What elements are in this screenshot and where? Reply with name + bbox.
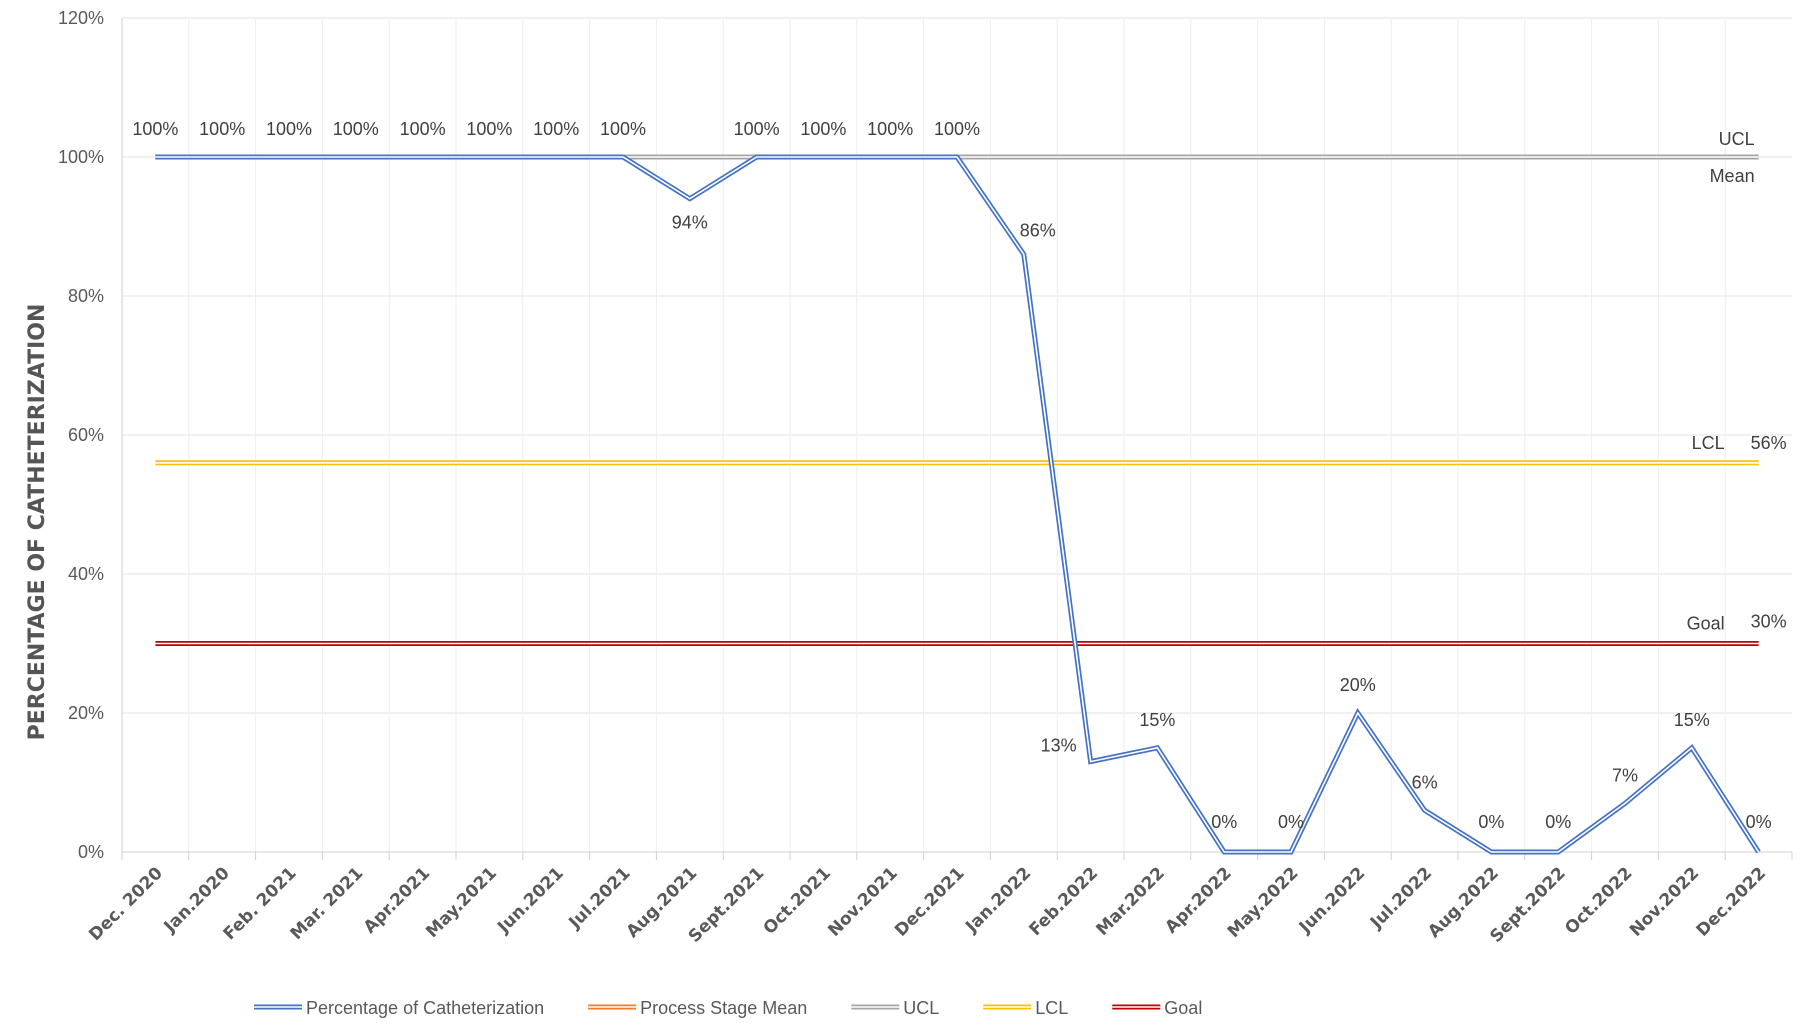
data-label: 13% [1041, 736, 1077, 756]
x-tick-label: Jun.2021 [493, 863, 567, 937]
data-label: 100% [333, 119, 379, 139]
legend-label: Percentage of Catheterization [306, 998, 544, 1018]
data-label: 100% [132, 119, 178, 139]
data-label: 0% [1278, 812, 1304, 832]
mean-label: Mean [1710, 166, 1755, 186]
legend-label: UCL [903, 998, 939, 1018]
goal-value-label: 30% [1751, 612, 1787, 632]
data-label: 0% [1545, 812, 1571, 832]
data-label: 94% [672, 213, 708, 233]
lcl-value-label: 56% [1751, 433, 1787, 453]
x-tick-label: Jun.2022 [1295, 863, 1369, 937]
series-percentage-of-catheterization [155, 154, 1761, 855]
x-tick-label: Jul.2021 [565, 863, 635, 933]
y-tick-label: 100% [58, 147, 104, 167]
legend-label: Goal [1164, 998, 1202, 1018]
data-label: 100% [199, 119, 245, 139]
x-tick-label: Nov.2021 [824, 863, 901, 940]
data-label: 100% [400, 119, 446, 139]
data-label: 100% [800, 119, 846, 139]
legend-item-process-stage-mean[interactable]: Process Stage Mean [588, 998, 807, 1018]
y-tick-label: 80% [68, 286, 104, 306]
x-tick-label: Dec. 2020 [85, 863, 167, 945]
x-tick-label: Dec.2021 [891, 863, 968, 940]
goal-label: Goal [1687, 614, 1725, 634]
series-layer [155, 154, 1761, 855]
data-label: 100% [934, 119, 980, 139]
x-tick-label: Jan.2022 [961, 863, 1035, 937]
axis-layer: 0%20%40%60%80%100%120%Dec. 2020Jan.2020F… [58, 8, 1793, 947]
x-tick-label: Dec.2022 [1693, 863, 1770, 940]
y-axis-title: PERCENTAGE OF CATHETERIZATION [25, 304, 50, 741]
x-tick-label: Jul.2022 [1366, 863, 1436, 933]
legend-label: LCL [1035, 998, 1068, 1018]
data-label: 7% [1612, 765, 1638, 785]
x-tick-label: Oct.2022 [1561, 863, 1636, 938]
y-tick-label: 0% [78, 842, 104, 862]
legend-item-ucl[interactable]: UCL [851, 998, 939, 1018]
y-tick-label: 60% [68, 425, 104, 445]
data-label: 100% [466, 119, 512, 139]
y-tick-label: 40% [68, 564, 104, 584]
x-tick-label: Feb.2022 [1025, 863, 1102, 940]
data-label: 6% [1412, 772, 1438, 792]
legend: Percentage of Catheterization Process Sta… [254, 998, 1202, 1018]
data-label: 100% [266, 119, 312, 139]
grid-layer [122, 17, 1792, 853]
data-label: 0% [1211, 812, 1237, 832]
data-label: 0% [1746, 812, 1772, 832]
data-label: 0% [1478, 812, 1504, 832]
data-label: 15% [1674, 710, 1710, 730]
legend-item-percentage-of-catheterization[interactable]: Percentage of Catheterization [254, 998, 544, 1018]
x-tick-label: Mar. 2021 [287, 863, 368, 944]
x-tick-label: May.2021 [422, 863, 501, 942]
y-tick-label: 120% [58, 8, 104, 28]
x-tick-label: Nov.2022 [1626, 863, 1703, 940]
label-layer: 100% 100% 100% 100% 100% 100% 100% 100% 94% 100% 1… [132, 119, 1786, 832]
data-label: 100% [600, 119, 646, 139]
data-label: 20% [1340, 675, 1376, 695]
y-tick-label: 20% [68, 703, 104, 723]
ucl-label: UCL [1719, 129, 1755, 149]
data-label: 100% [867, 119, 913, 139]
data-label: 100% [533, 119, 579, 139]
data-label: 86% [1020, 220, 1056, 240]
data-label: 100% [734, 119, 780, 139]
legend-item-lcl[interactable]: LCL [983, 998, 1068, 1018]
data-label: 15% [1139, 710, 1175, 730]
legend-item-goal[interactable]: Goal [1112, 998, 1202, 1018]
x-tick-label: May.2022 [1224, 863, 1303, 942]
lcl-label: LCL [1692, 433, 1725, 453]
series-percentage-of-catheterization-outer [155, 154, 1761, 855]
legend-label: Process Stage Mean [640, 998, 807, 1018]
x-tick-label: Oct.2021 [760, 863, 835, 938]
series-percentage-of-catheterization-inner [155, 156, 1760, 853]
x-tick-label: Mar.2022 [1092, 863, 1168, 939]
